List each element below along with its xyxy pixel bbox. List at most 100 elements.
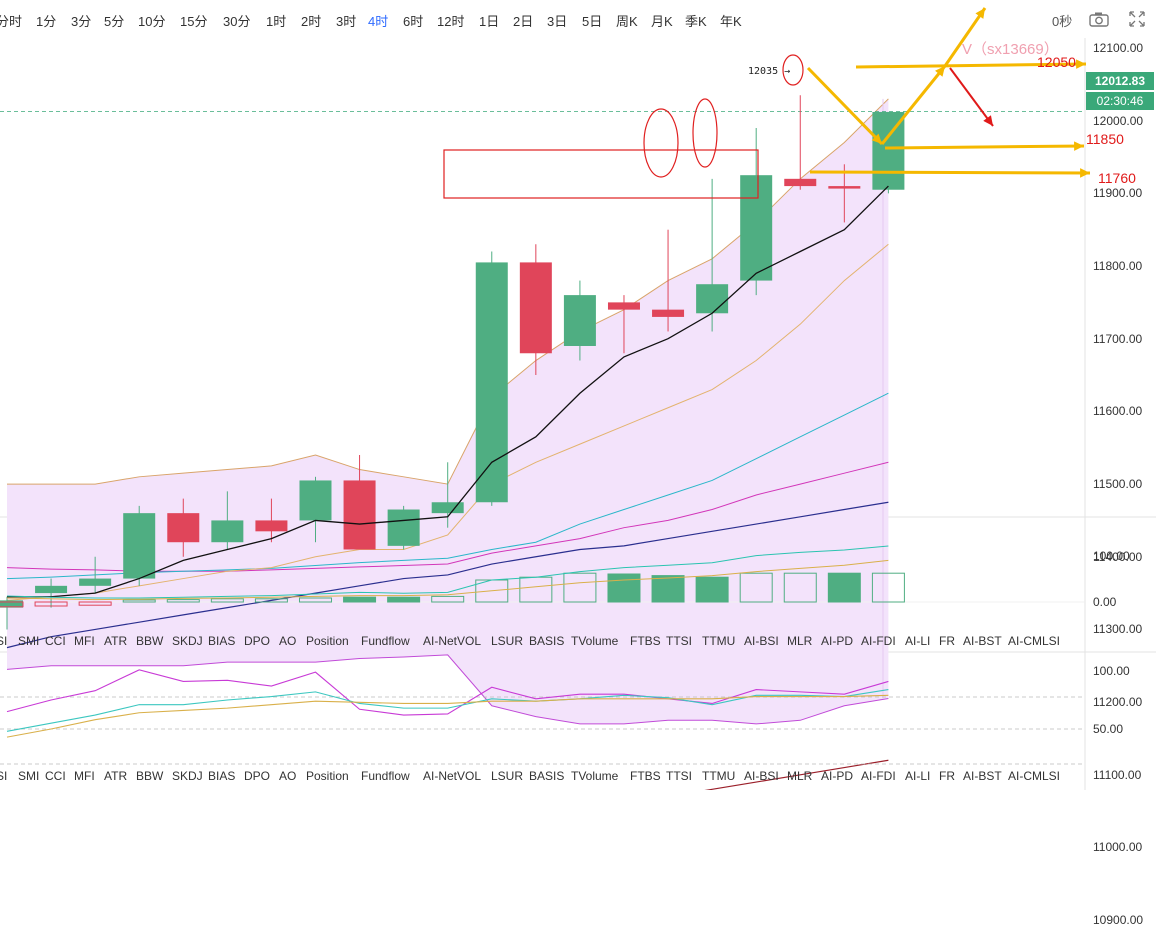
indicator-tab-1-21[interactable]: AI-PD [821, 634, 854, 648]
candle-body-3 [123, 513, 156, 579]
indicator-tab-2-26[interactable]: AI-CMLSI [1008, 769, 1061, 783]
indicator-tab-1-22[interactable]: AI-FDI [861, 634, 896, 648]
timeframe-1[interactable]: 1分 [36, 14, 57, 29]
indicator-tab-2-20[interactable]: MLR [787, 769, 813, 783]
indicator-tab-1-11[interactable]: Fundflow [361, 634, 410, 648]
indicator-tab-1-20[interactable]: MLR [787, 634, 813, 648]
indicator-tab-1-23[interactable]: AI-LI [905, 634, 931, 648]
fullscreen-icon[interactable] [1128, 10, 1146, 28]
indicator-tab-2-23[interactable]: AI-LI [905, 769, 931, 783]
price-tick-8: 11300.00 [1093, 622, 1143, 637]
timeframe-12[interactable]: 12时 [437, 14, 465, 29]
price-tick-3: 11800.00 [1093, 259, 1143, 274]
indicator-tab-2-14[interactable]: BASIS [529, 769, 565, 783]
indicator-tab-1-2[interactable]: CCI [45, 634, 66, 648]
indicator-tab-2-19[interactable]: AI-BSI [744, 769, 779, 783]
timeframe-20[interactable]: 年K [720, 14, 742, 29]
indicator-tab-1-7[interactable]: BIAS [208, 634, 236, 648]
indicator-tab-1-13[interactable]: LSUR [491, 634, 524, 648]
timeframe-0[interactable]: 分时 [0, 14, 23, 29]
indicator-tab-1-14[interactable]: BASIS [529, 634, 565, 648]
indicator-tab-1-6[interactable]: SKDJ [172, 634, 203, 648]
timeframe-7[interactable]: 1时 [266, 14, 287, 29]
timeframe-2[interactable]: 3分 [71, 14, 92, 29]
timeframe-13[interactable]: 1日 [479, 14, 500, 29]
indicator-tab-1-25[interactable]: AI-BST [963, 634, 1002, 648]
indicator-tab-2-9[interactable]: AO [279, 769, 297, 783]
indicator-tab-2-16[interactable]: FTBS [630, 769, 661, 783]
timeframe-15[interactable]: 3日 [547, 14, 568, 29]
indicator-tab-2-22[interactable]: AI-FDI [861, 769, 896, 783]
timeframe-6[interactable]: 30分 [223, 14, 251, 29]
panel1-bar-9 [387, 596, 421, 603]
timeframe-5[interactable]: 15分 [180, 14, 208, 29]
indicator-tab-2-21[interactable]: AI-PD [821, 769, 854, 783]
panel1-tick-100: 100.00 [1093, 549, 1130, 563]
candle-body-4 [167, 513, 200, 543]
timeframe-16[interactable]: 5日 [582, 14, 603, 29]
arrow-breakout [943, 7, 987, 67]
candle-body-0 [0, 600, 23, 608]
indicator-tab-2-10[interactable]: Position [306, 769, 349, 783]
camera-icon[interactable] [1089, 11, 1109, 27]
timeframe-9[interactable]: 3时 [336, 14, 357, 29]
timeframe-8[interactable]: 2时 [301, 14, 322, 29]
timeframe-14[interactable]: 2日 [513, 14, 534, 29]
indicator-tab-2-2[interactable]: CCI [45, 769, 66, 783]
indicator-tab-2-11[interactable]: Fundflow [361, 769, 410, 783]
annotation-11760: 11760 [1098, 170, 1136, 186]
indicator-tab-1-9[interactable]: AO [279, 634, 297, 648]
indicator-tab-2-15[interactable]: TVolume [571, 769, 619, 783]
timeframe-4[interactable]: 10分 [138, 14, 166, 29]
indicator-tab-1-8[interactable]: DPO [244, 634, 271, 648]
panel1-bar-6 [254, 598, 288, 603]
indicator-tab-1-5[interactable]: BBW [136, 634, 164, 648]
chart-canvas [0, 7, 1156, 790]
indicator-tab-2-1[interactable]: SMI [18, 769, 40, 783]
indicator-tab-2-3[interactable]: MFI [74, 769, 95, 783]
timeframe-10[interactable]: 4时 [368, 14, 389, 29]
indicator-tab-2-13[interactable]: LSUR [491, 769, 524, 783]
indicator-tab-1-26[interactable]: AI-CMLSI [1008, 634, 1061, 648]
panel1-bar-15 [651, 575, 685, 603]
indicator-tab-1-4[interactable]: ATR [104, 634, 128, 648]
indicator-tab-1-12[interactable]: AI-NetVOL [423, 634, 482, 648]
candle-body-5 [211, 520, 244, 543]
indicator-tab-2-0[interactable]: SI [0, 769, 8, 783]
arrow-up-to-resistance-head [935, 66, 945, 77]
indicator-tab-2-5[interactable]: BBW [136, 769, 164, 783]
candle-body-1 [35, 585, 68, 594]
indicator-tab-1-1[interactable]: SMI [18, 634, 40, 648]
candle-body-18 [784, 178, 817, 187]
ma-black-line [7, 185, 889, 598]
timeframe-19[interactable]: 季K [685, 14, 707, 29]
price-tick-12: 10900.00 [1093, 913, 1144, 927]
indicator-tab-2-25[interactable]: AI-BST [963, 769, 1002, 783]
panel2-tick-50: 50.00 [1093, 722, 1124, 736]
indicator-tab-1-15[interactable]: TVolume [571, 634, 619, 648]
indicator-tab-2-6[interactable]: SKDJ [172, 769, 203, 783]
indicator-tab-1-18[interactable]: TTMU [702, 634, 736, 648]
indicator-tab-2-24[interactable]: FR [939, 769, 955, 783]
indicator-tab-1-16[interactable]: FTBS [630, 634, 661, 648]
candle-body-14 [607, 302, 640, 310]
timeframe-18[interactable]: 月K [651, 14, 673, 29]
indicator-tab-2-8[interactable]: DPO [244, 769, 271, 783]
indicator-tab-1-10[interactable]: Position [306, 634, 349, 648]
indicator-tab-2-4[interactable]: ATR [104, 769, 128, 783]
indicator-tab-1-0[interactable]: SI [0, 634, 8, 648]
indicator-tab-1-17[interactable]: TTSI [666, 634, 692, 648]
indicator-tab-1-19[interactable]: AI-BSI [744, 634, 779, 648]
indicator-tab-1-24[interactable]: FR [939, 634, 955, 648]
indicator-tab-2-7[interactable]: BIAS [208, 769, 236, 783]
indicator-tab-2-17[interactable]: TTSI [666, 769, 692, 783]
timeframe-17[interactable]: 周K [616, 14, 638, 29]
indicator-tab-2-12[interactable]: AI-NetVOL [423, 769, 482, 783]
arrow-11760 [809, 170, 1091, 175]
indicator-tab-2-18[interactable]: TTMU [702, 769, 736, 783]
panel2-gold-line [6, 694, 889, 738]
price-tick-5: 11600.00 [1093, 404, 1143, 419]
indicator-tab-1-3[interactable]: MFI [74, 634, 95, 648]
timeframe-3[interactable]: 5分 [104, 14, 125, 29]
timeframe-11[interactable]: 6时 [403, 14, 424, 29]
